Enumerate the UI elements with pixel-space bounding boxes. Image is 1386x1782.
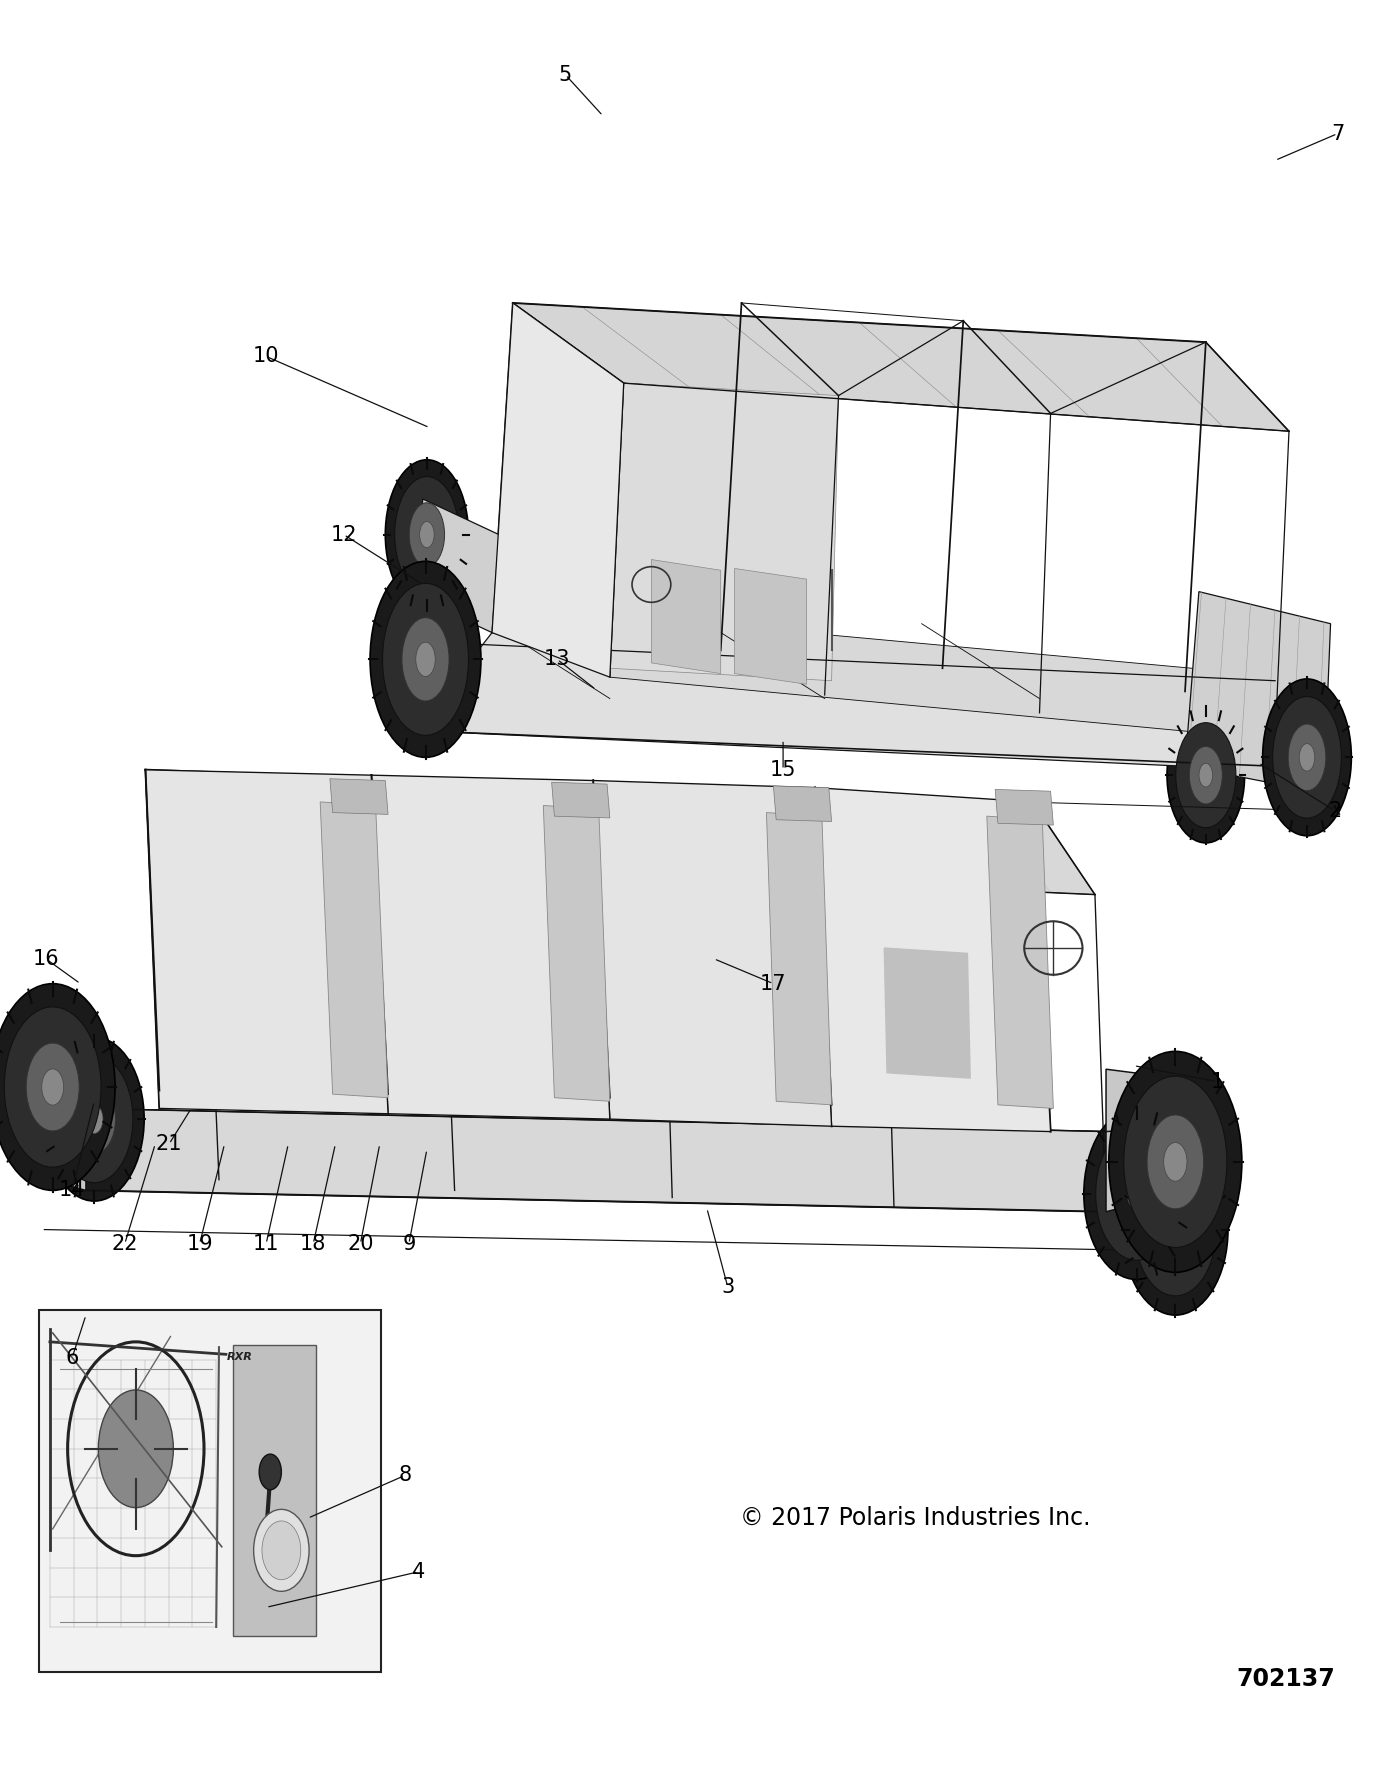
Polygon shape <box>146 770 388 1114</box>
Polygon shape <box>987 816 1053 1108</box>
Ellipse shape <box>402 618 449 700</box>
Ellipse shape <box>86 1105 103 1133</box>
Polygon shape <box>815 788 1051 1132</box>
Ellipse shape <box>385 460 468 609</box>
Ellipse shape <box>420 522 434 547</box>
Polygon shape <box>416 592 444 731</box>
Polygon shape <box>884 948 970 1078</box>
Text: 8: 8 <box>398 1465 412 1486</box>
Polygon shape <box>552 782 610 818</box>
Polygon shape <box>86 1108 1106 1212</box>
Ellipse shape <box>1114 1158 1159 1230</box>
Text: 10: 10 <box>252 346 280 367</box>
Polygon shape <box>416 633 1206 766</box>
Text: 1: 1 <box>1210 1071 1224 1092</box>
Polygon shape <box>146 770 1095 895</box>
Text: 2: 2 <box>1328 800 1342 822</box>
Polygon shape <box>320 802 388 1098</box>
Ellipse shape <box>1135 1164 1216 1296</box>
Polygon shape <box>1185 592 1331 793</box>
Ellipse shape <box>370 561 481 757</box>
Ellipse shape <box>416 642 435 677</box>
Ellipse shape <box>1159 1142 1184 1181</box>
Text: 15: 15 <box>769 759 797 781</box>
Ellipse shape <box>55 1055 133 1183</box>
Ellipse shape <box>1084 1108 1189 1279</box>
Ellipse shape <box>1124 1076 1227 1247</box>
Ellipse shape <box>1127 1180 1146 1208</box>
Text: 19: 19 <box>186 1233 213 1255</box>
Text: 16: 16 <box>32 948 60 969</box>
Text: 17: 17 <box>760 973 787 994</box>
Ellipse shape <box>383 583 468 736</box>
Text: 6: 6 <box>65 1347 79 1369</box>
Text: 20: 20 <box>346 1233 374 1255</box>
Ellipse shape <box>254 1509 309 1591</box>
Polygon shape <box>513 303 1289 431</box>
Text: RXR: RXR <box>227 1353 252 1361</box>
Ellipse shape <box>98 1390 173 1508</box>
Polygon shape <box>773 786 832 822</box>
Ellipse shape <box>409 503 445 567</box>
Ellipse shape <box>42 1069 64 1105</box>
Polygon shape <box>593 781 832 1126</box>
Ellipse shape <box>1189 747 1222 804</box>
Text: 21: 21 <box>155 1133 183 1155</box>
Text: © 2017 Polaris Industries Inc.: © 2017 Polaris Industries Inc. <box>740 1506 1089 1531</box>
Ellipse shape <box>1123 1144 1228 1315</box>
Ellipse shape <box>1199 763 1213 788</box>
Polygon shape <box>766 813 832 1105</box>
Ellipse shape <box>1272 697 1342 818</box>
Ellipse shape <box>1288 723 1326 791</box>
Ellipse shape <box>26 1042 79 1132</box>
Polygon shape <box>86 1108 1106 1212</box>
Polygon shape <box>44 1096 86 1190</box>
Ellipse shape <box>1166 1215 1185 1244</box>
Text: 22: 22 <box>111 1233 139 1255</box>
Text: 702137: 702137 <box>1236 1666 1336 1691</box>
Text: 5: 5 <box>559 64 572 86</box>
Ellipse shape <box>1153 1194 1198 1265</box>
Ellipse shape <box>1167 707 1245 843</box>
Ellipse shape <box>4 1007 101 1167</box>
Polygon shape <box>416 499 499 633</box>
Polygon shape <box>735 568 807 684</box>
Ellipse shape <box>1299 743 1315 772</box>
Ellipse shape <box>262 1520 301 1581</box>
Ellipse shape <box>1096 1128 1177 1260</box>
Ellipse shape <box>1263 679 1351 836</box>
Ellipse shape <box>0 984 115 1190</box>
Polygon shape <box>371 775 610 1119</box>
Ellipse shape <box>44 1037 144 1201</box>
Bar <box>39 1310 381 1672</box>
Ellipse shape <box>1148 1116 1203 1208</box>
Ellipse shape <box>73 1083 115 1155</box>
Ellipse shape <box>1175 723 1236 827</box>
Text: 13: 13 <box>543 649 571 670</box>
Text: 3: 3 <box>721 1276 735 1297</box>
Ellipse shape <box>259 1454 281 1490</box>
Text: 11: 11 <box>252 1233 280 1255</box>
Polygon shape <box>610 615 1289 740</box>
Ellipse shape <box>395 476 459 593</box>
Polygon shape <box>543 805 610 1101</box>
Polygon shape <box>995 789 1053 825</box>
Text: 7: 7 <box>1331 123 1344 144</box>
Polygon shape <box>651 560 721 674</box>
Polygon shape <box>610 383 839 681</box>
Ellipse shape <box>1109 1051 1242 1272</box>
Text: 12: 12 <box>330 524 358 545</box>
Text: 14: 14 <box>58 1180 86 1201</box>
Text: 4: 4 <box>412 1561 426 1582</box>
Polygon shape <box>492 303 624 677</box>
Bar <box>233 1345 316 1636</box>
Polygon shape <box>330 779 388 814</box>
Text: 9: 9 <box>402 1233 416 1255</box>
Ellipse shape <box>1164 1142 1186 1181</box>
Polygon shape <box>1106 1069 1195 1212</box>
Text: 18: 18 <box>299 1233 327 1255</box>
